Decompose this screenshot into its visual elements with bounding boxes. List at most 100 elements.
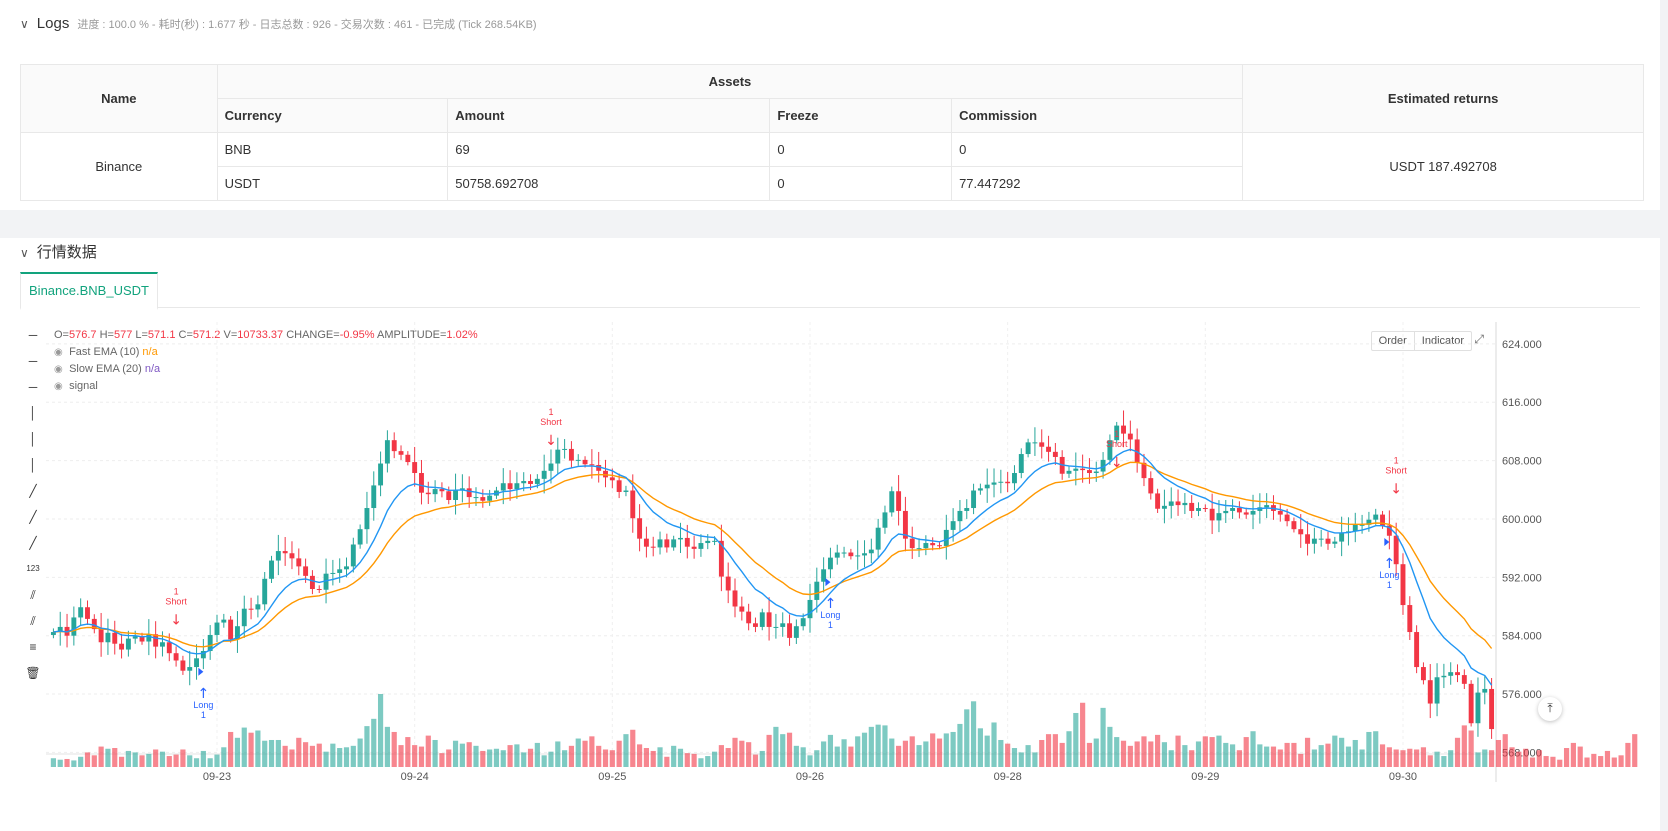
scroll-to-top-button[interactable]: ⤒: [1538, 697, 1562, 721]
candle-body: [112, 632, 118, 644]
volume-bar: [405, 737, 411, 767]
volume-bar: [1495, 739, 1501, 767]
th-commission: Commission: [951, 98, 1244, 133]
tab-binance-bnb-usdt[interactable]: Binance.BNB_USDT: [20, 272, 158, 310]
long-arrow-icon: ↑: [197, 686, 209, 702]
candle-body: [453, 489, 459, 500]
fullscreen-icon[interactable]: ⤢: [1474, 332, 1484, 346]
candle-body: [827, 557, 833, 570]
volume-bar: [1386, 747, 1392, 767]
change-value: -0.95%: [339, 329, 375, 341]
trend-ray-icon[interactable]: ╱: [29, 510, 37, 524]
volume-bar: [766, 734, 772, 767]
volume-bar: [425, 735, 431, 767]
volume-bar: [1366, 731, 1372, 767]
volume-bar: [1209, 737, 1215, 767]
volume-bar: [514, 744, 520, 767]
volume-bar: [861, 732, 868, 767]
volume-bar: [343, 747, 350, 767]
candle-body: [1032, 442, 1038, 444]
volume-bar: [78, 756, 84, 767]
trash-icon[interactable]: 🗑: [25, 666, 41, 680]
market-header[interactable]: ∨ 行情数据: [20, 241, 97, 262]
legend-signal[interactable]: ◉ signal: [54, 378, 478, 395]
candle-body: [977, 488, 983, 491]
horizontal-ray-icon[interactable]: ─: [28, 354, 38, 368]
x-tick-label: 09-23: [203, 771, 231, 783]
volume-bar: [1400, 750, 1406, 767]
eye-icon[interactable]: ◉: [54, 347, 63, 358]
volume-bar: [214, 754, 220, 767]
volume-bar: [534, 742, 540, 767]
volume-bar: [1379, 744, 1386, 767]
chevron-down-icon[interactable]: ∨: [20, 17, 29, 31]
candle-body: [153, 634, 159, 647]
volume-bar: [1298, 753, 1304, 767]
horizontal-line-icon[interactable]: ─: [28, 328, 38, 342]
volume-bar: [1570, 742, 1576, 767]
volume-bar: [950, 731, 956, 767]
candle-body: [500, 483, 506, 491]
volume-bar: [1032, 752, 1038, 767]
trend-line-icon[interactable]: ╱: [29, 484, 37, 498]
volume-bar: [241, 727, 247, 767]
candle-body: [514, 483, 520, 490]
vertical-segment-icon[interactable]: │: [29, 458, 37, 472]
volume-bar: [575, 738, 581, 767]
candle-body: [1475, 692, 1481, 724]
fibonacci-icon[interactable]: ≡: [29, 640, 37, 654]
volume-bar: [616, 740, 622, 767]
vertical-line-icon[interactable]: │: [29, 406, 37, 420]
candle-body: [207, 634, 213, 652]
signal-flag-icon: [198, 667, 204, 676]
legend-fast-ema[interactable]: ◉ Fast EMA (10) n/a: [54, 344, 478, 361]
candle-body: [425, 492, 431, 495]
volume-bar: [1509, 747, 1515, 767]
candle-body: [787, 623, 792, 638]
line-segment-icon[interactable]: ╱: [29, 536, 37, 550]
candle-body: [991, 482, 997, 485]
parallel-channel-icon[interactable]: ⫽: [30, 588, 36, 602]
volume-bar: [930, 733, 936, 767]
volume-bar: [398, 745, 404, 767]
volume-bar: [1018, 752, 1024, 767]
volume-bar: [1148, 741, 1154, 767]
signal-short-label: Short: [540, 417, 562, 427]
price-channel-icon[interactable]: ⫽: [30, 614, 36, 628]
candle-body: [1121, 425, 1126, 434]
vertical-ray-icon[interactable]: │: [29, 432, 37, 446]
eye-icon[interactable]: ◉: [54, 364, 63, 375]
price-label-icon[interactable]: 123: [26, 564, 40, 573]
candle-body: [1434, 677, 1440, 704]
y-tick-label: 600.000: [1502, 514, 1542, 526]
candle-body: [1448, 672, 1454, 676]
volume-bar: [786, 732, 793, 767]
candle-body: [200, 651, 206, 659]
candle-body: [889, 491, 895, 513]
candle-body: [793, 626, 799, 638]
volume-value: 10733.37: [237, 329, 284, 341]
candle-body: [923, 543, 929, 549]
high-value: 577: [113, 329, 133, 341]
volume-bar: [1284, 742, 1290, 767]
volume-bar: [882, 725, 888, 767]
volume-bar: [1489, 750, 1495, 767]
exchange-name: Binance: [20, 132, 218, 201]
legend-slow-ema[interactable]: ◉ Slow EMA (20) n/a: [54, 361, 478, 378]
candle-body: [1018, 454, 1024, 474]
horizontal-segment-icon[interactable]: ─: [28, 380, 38, 394]
eye-icon[interactable]: ◉: [54, 381, 63, 392]
candle-body: [330, 572, 336, 574]
volume-bar: [221, 747, 227, 767]
volume-bar: [664, 756, 670, 767]
volume-bar: [752, 754, 759, 767]
candle-body: [1420, 667, 1426, 681]
chevron-down-icon[interactable]: ∨: [20, 246, 29, 260]
volume-bar: [1502, 734, 1508, 767]
candle-body: [1141, 462, 1147, 479]
candle-body: [91, 618, 97, 630]
candlestick-chart[interactable]: 624.000 616.000 608.000 600.000 592.000 584.0…: [20, 322, 1644, 831]
volume-bar: [1045, 734, 1052, 767]
logs-header[interactable]: ∨ Logs 进度 : 100.0 % - 耗时(秒) : 1.677 秒 - …: [20, 15, 537, 32]
candle-body: [432, 489, 438, 495]
